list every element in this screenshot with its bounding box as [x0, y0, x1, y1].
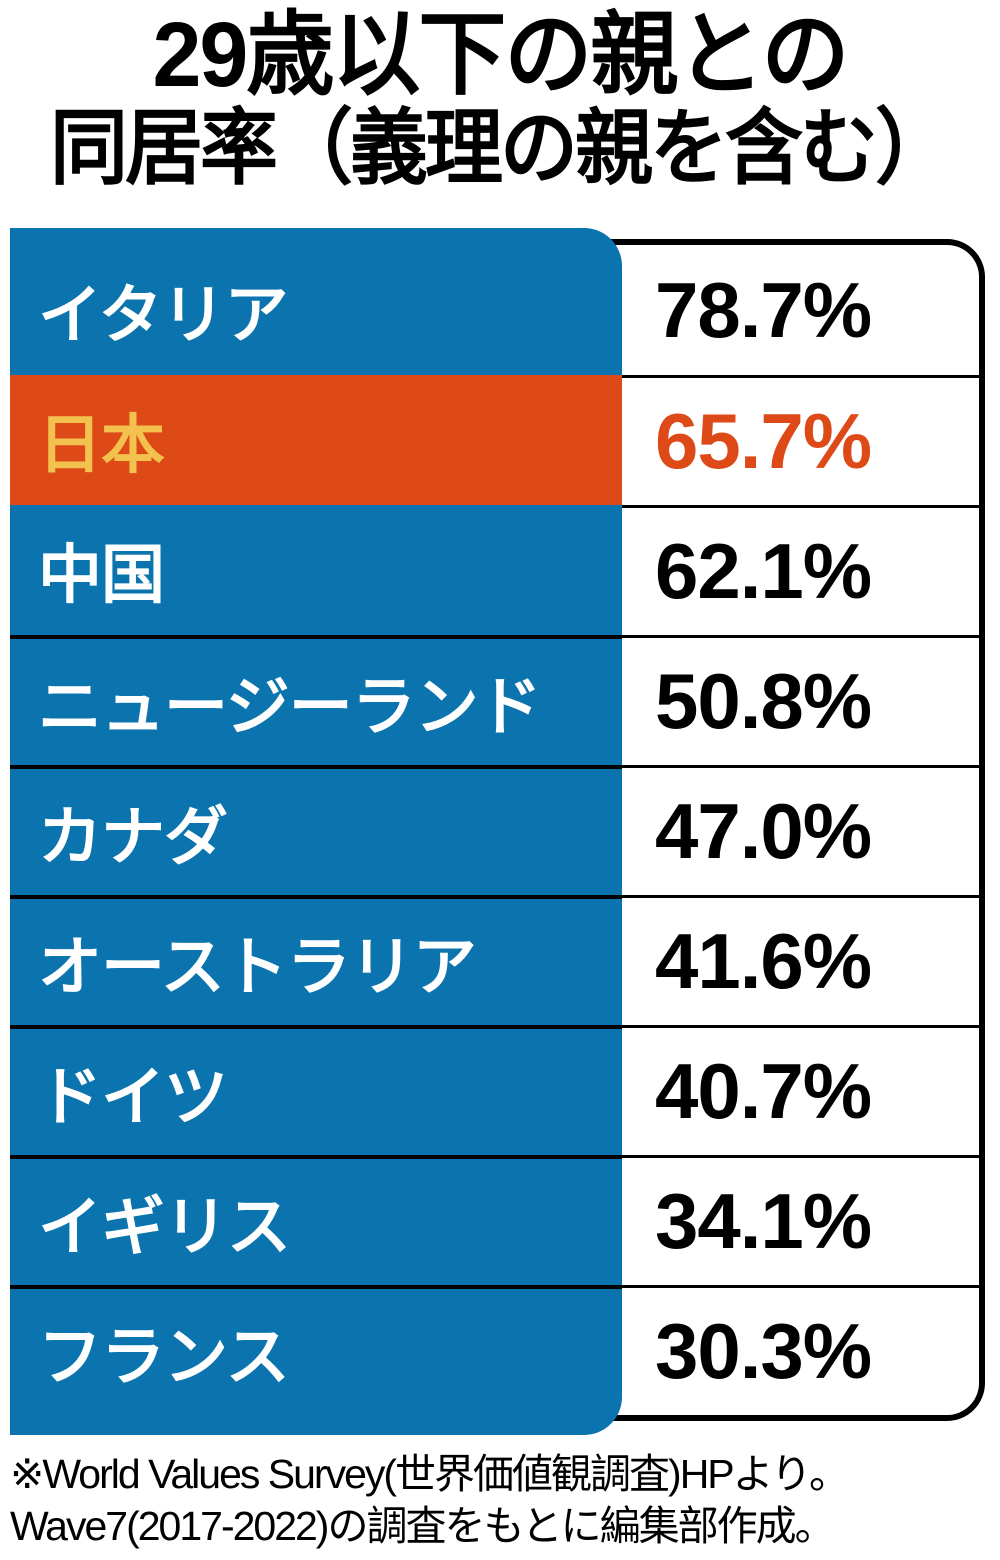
value-italy: 78.7%: [655, 265, 872, 354]
label-uk: イギリス: [10, 1155, 622, 1285]
label-new-zealand: ニュージーランド: [10, 635, 622, 765]
label-italy: イタリア: [38, 279, 288, 351]
chart-title: 29歳以下の親との 同居率（義理の親を含む）: [0, 2, 1000, 195]
value-canada: 47.0%: [570, 765, 979, 895]
value-france: 30.3%: [570, 1285, 979, 1415]
label-china: 中国: [38, 539, 165, 611]
value-uk: 34.1%: [570, 1155, 979, 1285]
value-china: 62.1%: [570, 505, 979, 635]
value-germany: 40.7%: [570, 1025, 979, 1155]
label-australia: オーストラリア: [10, 895, 622, 1025]
label-france: フランス: [10, 1285, 622, 1415]
source-note-line1: ※World Values Survey(世界価値観調査)HPより。: [10, 1451, 850, 1497]
chart-title-line1: 29歳以下の親との: [152, 2, 849, 106]
value-japan: 65.7%: [570, 375, 979, 505]
source-note: ※World Values Survey(世界価値観調査)HPより。 Wave7…: [10, 1448, 995, 1553]
chart-title-line2: 同居率（義理の親を含む）: [49, 100, 953, 195]
country-column: イタリア 日本 中国 ニュージーランド カナダ オーストラリア ドイツ イギリス…: [10, 228, 622, 1435]
value-new-zealand: 50.8%: [570, 635, 979, 765]
label-germany: ドイツ: [10, 1025, 622, 1155]
source-note-line2: Wave7(2017-2022)の調査をもとに編集部作成。: [10, 1503, 836, 1550]
label-japan: 日本: [10, 375, 622, 505]
label-canada: カナダ: [10, 765, 622, 895]
value-column: 78.7% 65.7% 62.1% 50.8% 47.0% 41.6% 40.7…: [570, 239, 985, 1421]
value-australia: 41.6%: [570, 895, 979, 1025]
